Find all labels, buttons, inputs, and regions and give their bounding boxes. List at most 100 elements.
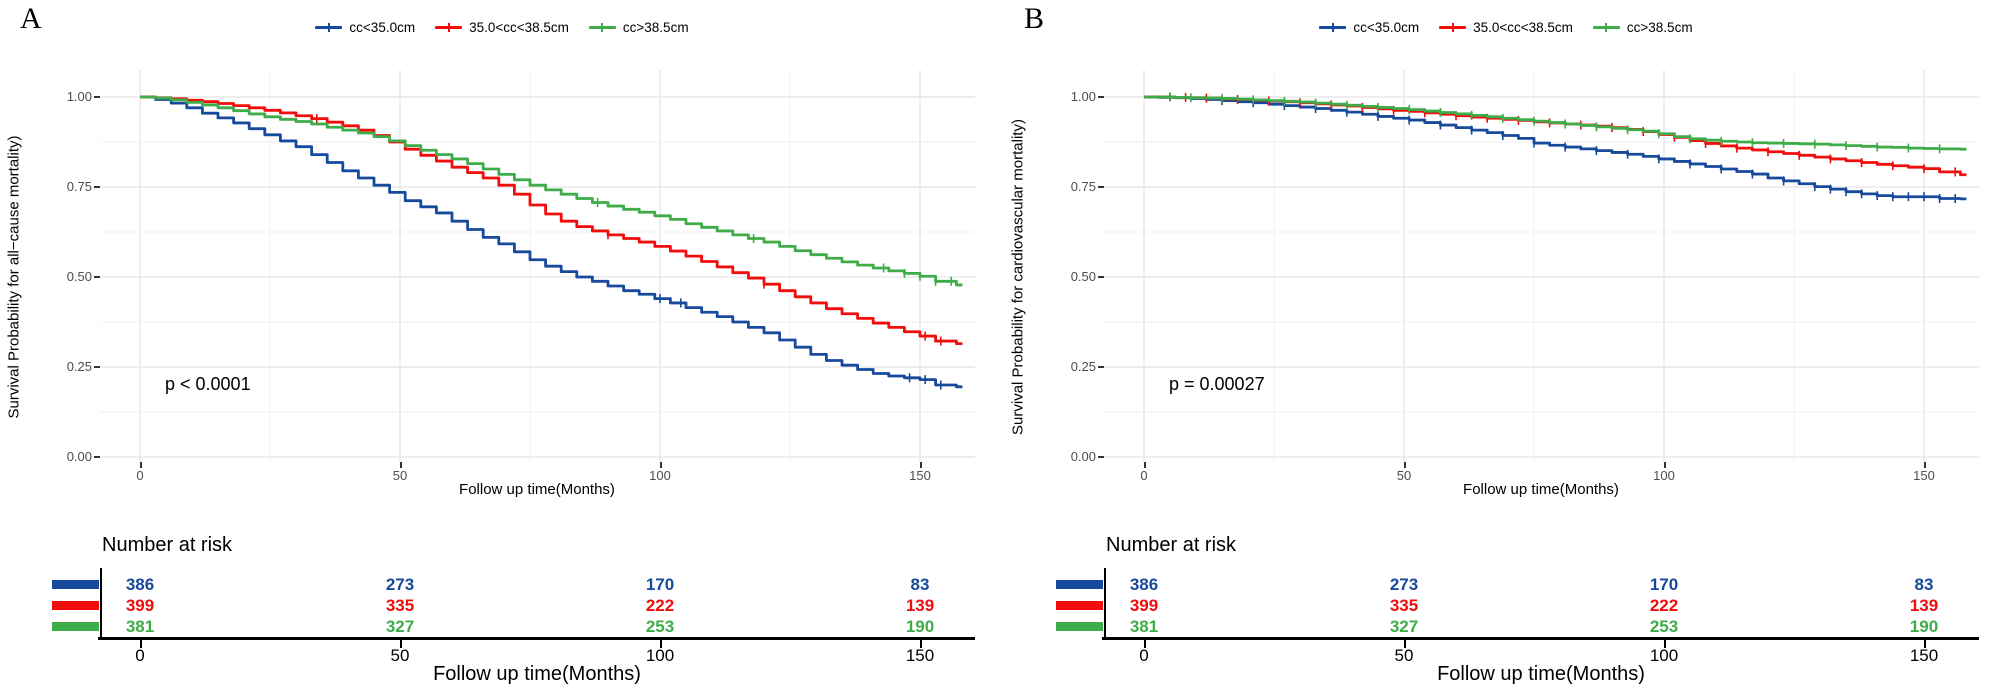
y-tick-label: 0.50 <box>1070 269 1096 284</box>
risk-count: 399 <box>125 596 155 615</box>
risk-count: 83 <box>1914 575 1934 594</box>
risk-count: 335 <box>385 596 415 615</box>
km-line-key-icon <box>1319 22 1347 33</box>
x-tick-mark <box>920 462 922 468</box>
x-axis-title: Follow up time(Months) <box>459 481 615 498</box>
legend-label: cc<35.0cm <box>349 20 416 35</box>
y-tick-mark <box>1098 96 1104 98</box>
x-tick-label: 0 <box>1140 468 1148 483</box>
y-tick-label: 0.75 <box>1070 179 1096 194</box>
panel-b-legend: cc<35.0cm 35.0<cc<38.5cm cc>38.5cm <box>1004 20 2008 35</box>
km-line-key-icon <box>435 22 463 33</box>
legend-item-group2: 35.0<cc<38.5cm <box>435 20 569 35</box>
risk-table-x-axis <box>98 637 975 640</box>
km-plot-b <box>1104 70 1979 462</box>
risk-count: 139 <box>905 596 935 615</box>
risk-row-swatch-red <box>52 601 99 610</box>
risk-count: 83 <box>910 575 930 594</box>
legend-item-group2: 35.0<cc<38.5cm <box>1439 20 1573 35</box>
legend-item-group3: cc>38.5cm <box>1592 20 1693 35</box>
x-tick-label: 0 <box>136 468 144 483</box>
y-tick-mark <box>1098 456 1104 458</box>
risk-axis-tick <box>1924 640 1926 648</box>
km-line-key-icon <box>1439 22 1467 33</box>
risk-axis-tick <box>660 640 662 648</box>
x-tick-mark <box>1144 462 1146 468</box>
x-tick-label: 100 <box>1653 468 1675 483</box>
risk-table-x-axis <box>1102 637 1979 640</box>
y-tick-mark <box>94 96 100 98</box>
x-tick-mark <box>1404 462 1406 468</box>
risk-row-swatch-green <box>1056 622 1103 631</box>
risk-x-tick-label: 150 <box>1909 646 1939 665</box>
risk-count: 222 <box>645 596 675 615</box>
legend-label: cc>38.5cm <box>1626 20 1693 35</box>
y-tick-mark <box>94 186 100 188</box>
legend-label: cc<35.0cm <box>1353 20 1420 35</box>
legend-label: 35.0<cc<38.5cm <box>469 20 569 35</box>
risk-count: 253 <box>645 617 675 636</box>
risk-row-swatch-blue <box>1056 580 1103 589</box>
x-tick-mark <box>140 462 142 468</box>
risk-x-tick-label: 100 <box>645 646 675 665</box>
risk-count: 222 <box>1649 596 1679 615</box>
y-tick-label: 0.25 <box>1070 359 1096 374</box>
risk-count: 327 <box>385 617 415 636</box>
x-tick-label: 150 <box>909 468 931 483</box>
risk-axis-tick <box>1404 640 1406 648</box>
km-line-key-icon <box>1592 22 1620 33</box>
panel-b: B cc<35.0cm 35.0<cc<38.5cm cc>38.5cm Sur… <box>1004 0 2008 694</box>
y-tick-mark <box>1098 276 1104 278</box>
panel-a-letter: A <box>20 2 42 35</box>
y-tick-label: 0.00 <box>1070 449 1096 464</box>
risk-count: 335 <box>1389 596 1419 615</box>
risk-count: 386 <box>125 575 155 594</box>
risk-count: 381 <box>1129 617 1159 636</box>
y-tick-mark <box>94 276 100 278</box>
risk-table-title: Number at risk <box>102 534 233 556</box>
x-tick-mark <box>660 462 662 468</box>
legend-item-group1: cc<35.0cm <box>315 20 415 35</box>
y-axis-title: Survival Probability for all−cause morta… <box>5 135 23 419</box>
legend-item-group1: cc<35.0cm <box>1319 20 1419 35</box>
legend-item-group3: cc>38.5cm <box>588 20 689 35</box>
risk-count: 381 <box>125 617 155 636</box>
km-line-key-icon <box>588 22 616 33</box>
risk-x-tick-label: 0 <box>1139 646 1149 665</box>
risk-table-axis-line <box>100 568 102 639</box>
risk-count: 253 <box>1649 617 1679 636</box>
y-tick-label: 1.00 <box>66 89 92 104</box>
risk-count: 327 <box>1389 617 1419 636</box>
risk-count: 170 <box>1649 575 1679 594</box>
risk-x-tick-label: 50 <box>390 646 410 665</box>
risk-row-swatch-red <box>1056 601 1103 610</box>
panel-b-letter: B <box>1024 2 1045 35</box>
risk-x-axis-title: Follow up time(Months) <box>433 663 641 685</box>
pvalue-annotation: p < 0.0001 <box>165 374 251 394</box>
y-tick-mark <box>94 366 100 368</box>
y-axis-title: Survival Probability for cardiovascular … <box>1009 119 1027 435</box>
risk-row-swatch-blue <box>52 580 99 589</box>
legend-label: cc>38.5cm <box>622 20 689 35</box>
x-tick-label: 50 <box>1396 468 1412 483</box>
risk-count: 170 <box>645 575 675 594</box>
risk-count: 273 <box>385 575 415 594</box>
risk-axis-tick <box>400 640 402 648</box>
x-tick-label: 100 <box>649 468 671 483</box>
pvalue-annotation: p = 0.00027 <box>1169 374 1265 394</box>
risk-x-tick-label: 150 <box>905 646 935 665</box>
risk-count: 273 <box>1389 575 1419 594</box>
y-tick-mark <box>1098 186 1104 188</box>
risk-axis-tick <box>1144 640 1146 648</box>
risk-axis-tick <box>920 640 922 648</box>
x-tick-mark <box>1924 462 1926 468</box>
risk-x-tick-label: 100 <box>1649 646 1679 665</box>
risk-count: 386 <box>1129 575 1159 594</box>
panel-a-legend: cc<35.0cm 35.0<cc<38.5cm cc>38.5cm <box>0 20 1004 35</box>
y-tick-label: 1.00 <box>1070 89 1096 104</box>
risk-row-swatch-green <box>52 622 99 631</box>
risk-count: 190 <box>905 617 935 636</box>
x-tick-mark <box>400 462 402 468</box>
y-tick-label: 0.75 <box>66 179 92 194</box>
